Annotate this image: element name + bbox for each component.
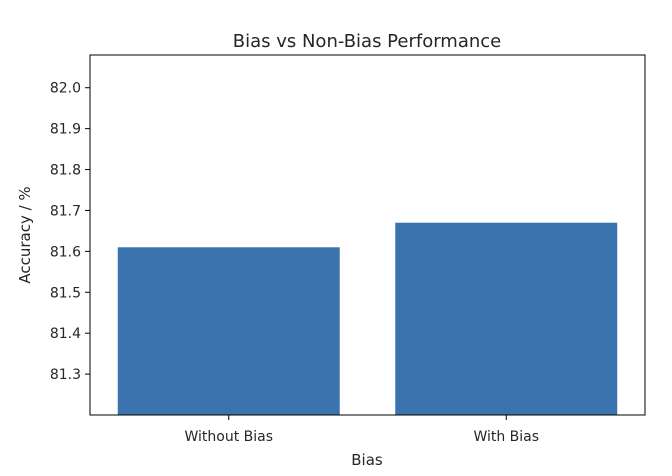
x-axis: Without Bias With Bias xyxy=(184,415,539,445)
y-tick-label: 81.7 xyxy=(50,203,81,219)
y-tick-label: 81.4 xyxy=(50,326,81,342)
bar-1 xyxy=(395,222,618,415)
y-axis: 81.3 81.4 81.5 81.6 81.7 81.8 81.9 82.0 xyxy=(50,81,90,383)
x-tick-label: Without Bias xyxy=(184,429,273,445)
y-axis-label: Accuracy / % xyxy=(16,186,34,283)
y-tick-label: 81.5 xyxy=(50,285,81,301)
x-tick-label: With Bias xyxy=(473,429,539,445)
bar-0 xyxy=(117,247,340,415)
x-axis-label: Bias xyxy=(351,451,383,469)
bars-layer xyxy=(117,222,618,415)
chart-title: Bias vs Non-Bias Performance xyxy=(233,31,502,52)
y-tick-label: 81.3 xyxy=(50,367,81,383)
y-tick-label: 81.8 xyxy=(50,163,81,179)
y-tick-label: 81.6 xyxy=(50,244,81,260)
y-tick-label: 82.0 xyxy=(50,81,81,97)
y-tick-label: 81.9 xyxy=(50,122,81,138)
plot-area-frame xyxy=(89,54,646,416)
